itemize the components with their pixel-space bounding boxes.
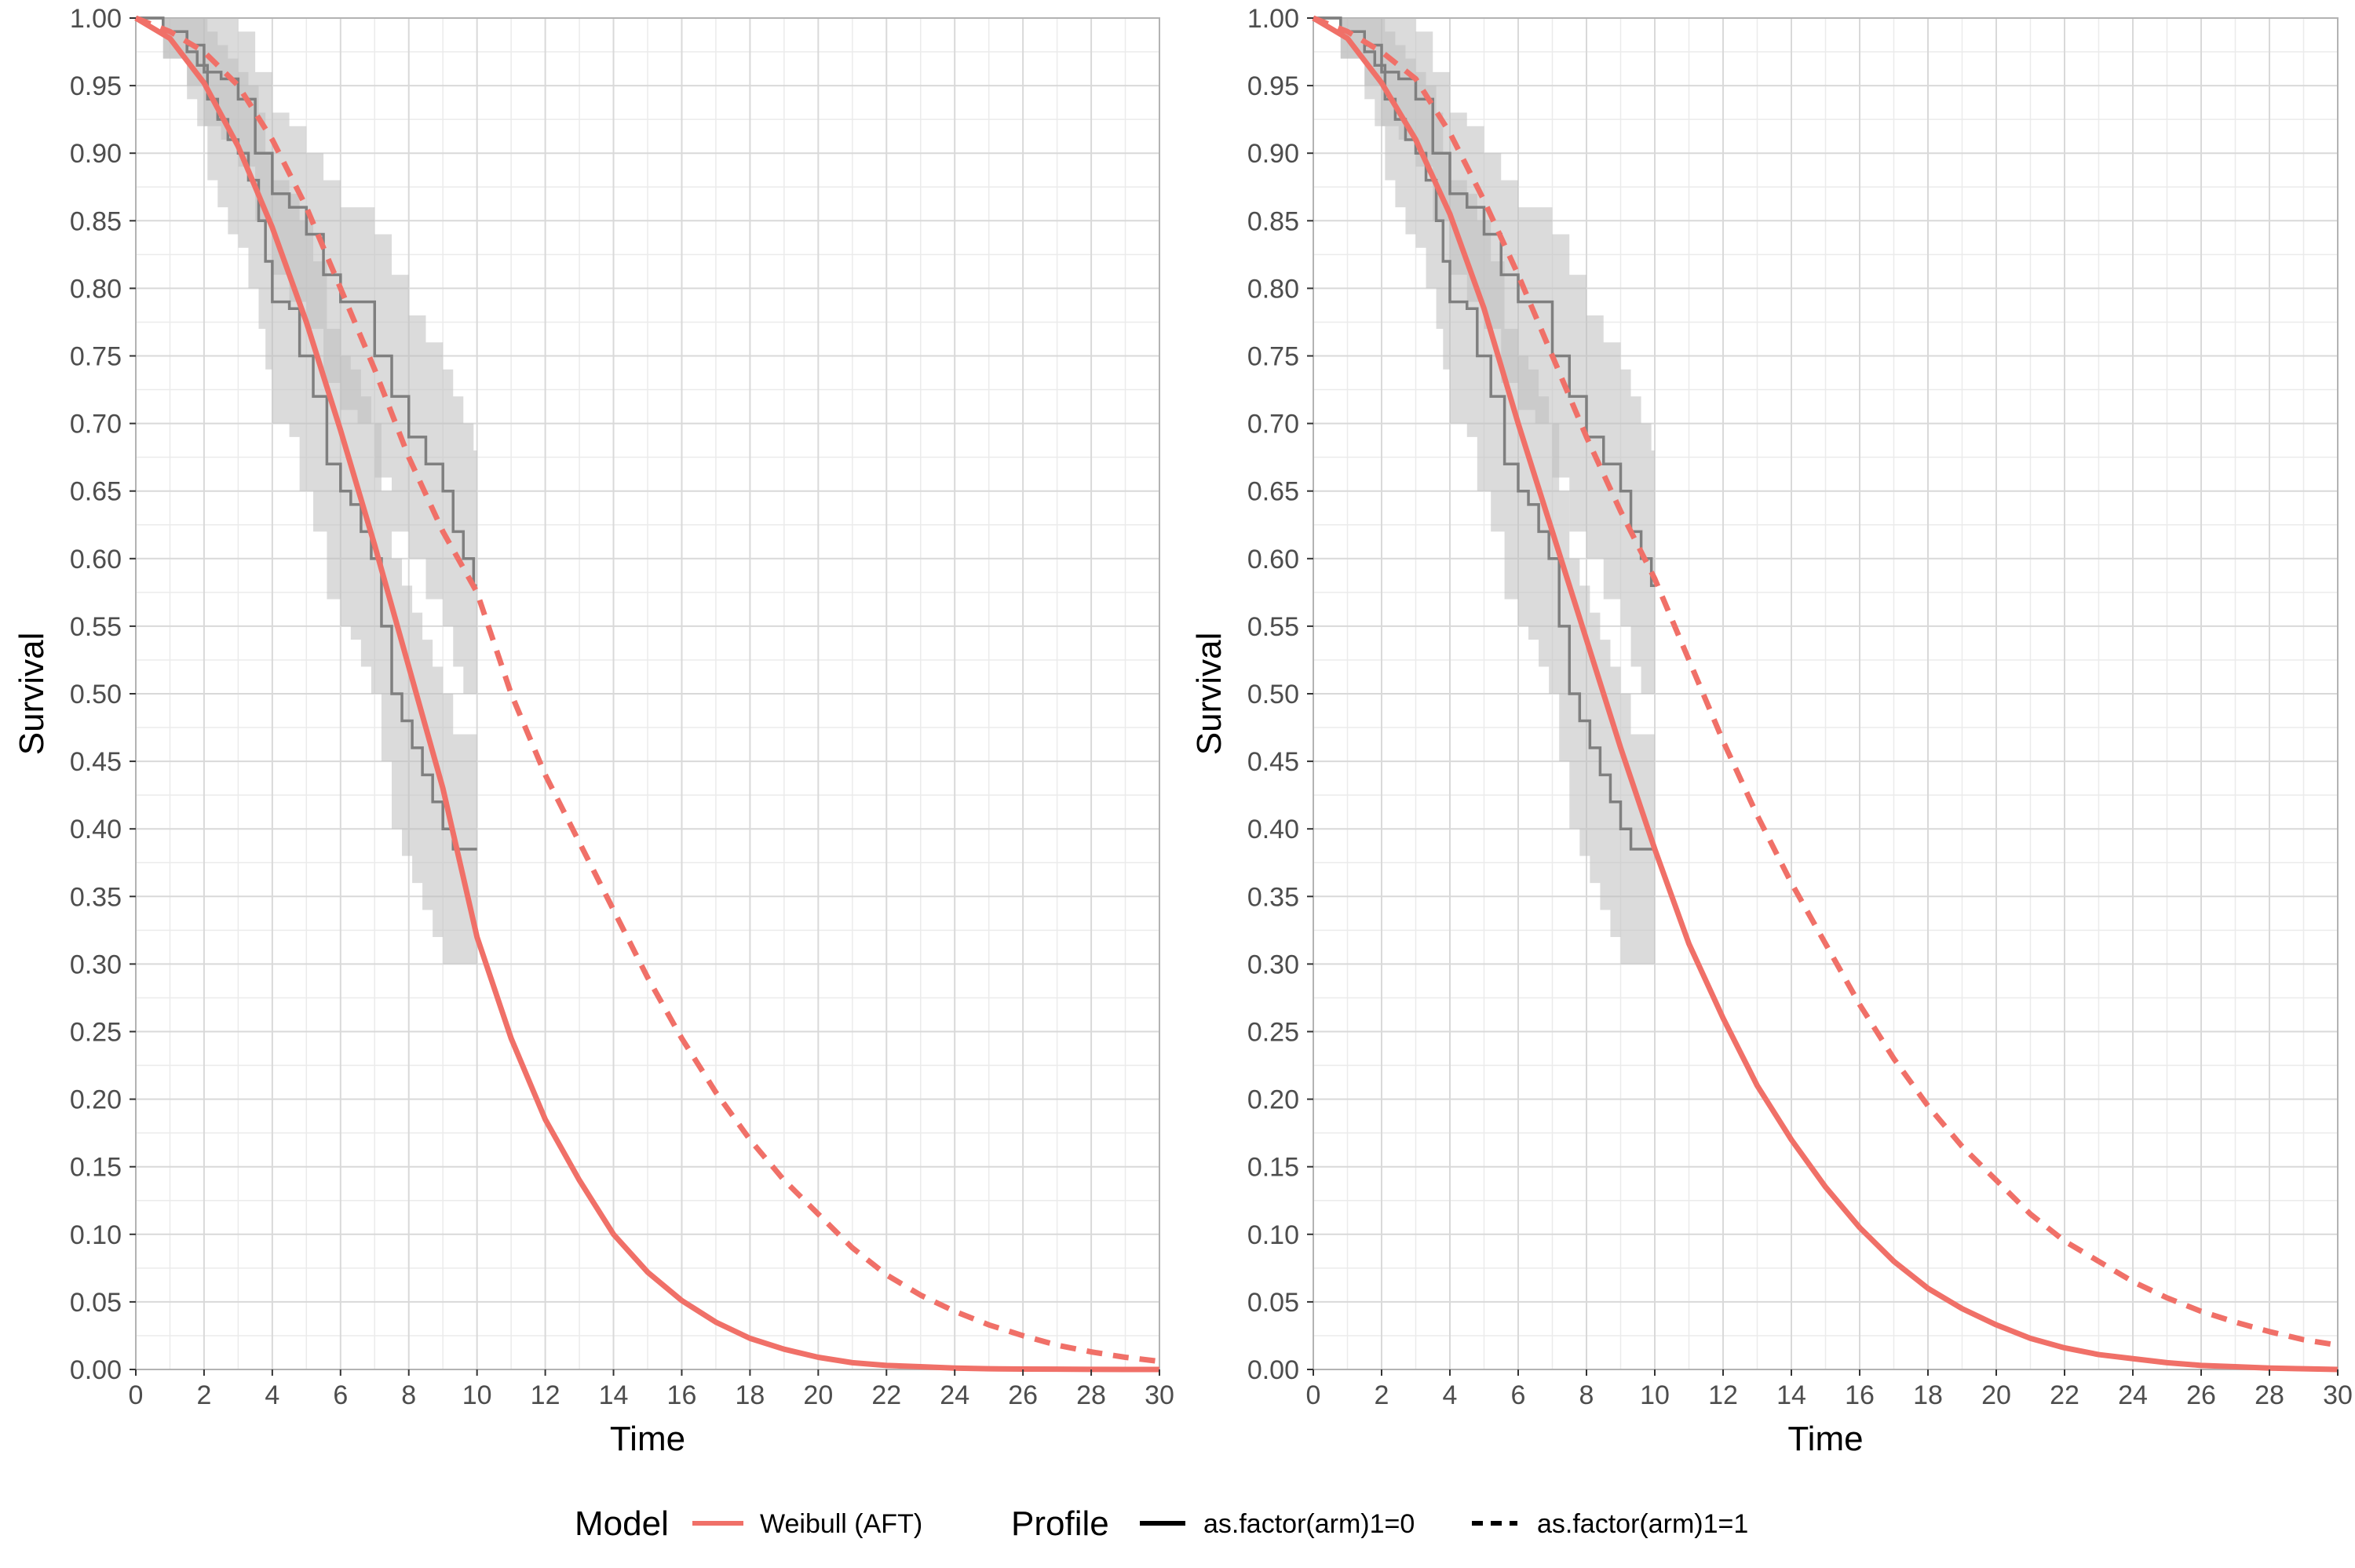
legend-model-title: Model xyxy=(575,1504,669,1543)
y-tick-label: 0.70 xyxy=(1247,410,1299,439)
y-tick-label: 0.65 xyxy=(70,477,122,507)
y-tick-label: 0.50 xyxy=(1247,680,1299,709)
x-tick-label: 18 xyxy=(735,1380,765,1410)
km-confidence-band-1 xyxy=(136,18,477,694)
panel-left: 0.00 0.05 0.10 0.15 0.20 0.25 0.30 0.35 0.40 0.45… xyxy=(13,4,1174,1458)
y-tick-label: 0.20 xyxy=(70,1085,122,1115)
km-confidence-band-0 xyxy=(136,18,477,965)
y-tick-label: 0.55 xyxy=(1247,612,1299,642)
x-tick-label: 16 xyxy=(1845,1380,1875,1410)
y-tick-label: 0.25 xyxy=(70,1018,122,1048)
legend: Model Weibull (AFT) Profile as.factor(ar… xyxy=(575,1504,1748,1543)
y-tick-label: 0.30 xyxy=(70,950,122,979)
y-tick-label: 0.40 xyxy=(1247,815,1299,844)
y-tick-label: 0.95 xyxy=(70,71,122,101)
x-tick-label: 8 xyxy=(401,1380,416,1410)
y-tick-label: 0.80 xyxy=(70,274,122,304)
x-tick-label: 12 xyxy=(1708,1380,1738,1410)
x-tick-label: 18 xyxy=(1913,1380,1943,1410)
km-curve-1 xyxy=(136,16,477,587)
y-tick-label: 0.10 xyxy=(70,1220,122,1250)
x-tick-label: 20 xyxy=(803,1380,833,1410)
y-tick-label: 0.85 xyxy=(1247,206,1299,236)
legend-model-label: Weibull (AFT) xyxy=(760,1509,922,1539)
y-tick-label: 0.20 xyxy=(1247,1085,1299,1115)
y-tick-label: 0.95 xyxy=(1247,71,1299,101)
y-tick-label: 0.15 xyxy=(70,1153,122,1183)
x-tick-label: 6 xyxy=(1511,1380,1526,1410)
x-tick-label: 16 xyxy=(667,1380,697,1410)
legend-profile-title: Profile xyxy=(1011,1504,1109,1543)
y-tick-label: 0.00 xyxy=(1247,1355,1299,1385)
y-tick-label: 0.35 xyxy=(1247,882,1299,912)
y-tick-label: 1.00 xyxy=(1247,4,1299,34)
x-tick-label: 28 xyxy=(2255,1380,2284,1410)
legend-profile-label-1: as.factor(arm)1=1 xyxy=(1537,1509,1748,1539)
model-curve-arm1-dashed xyxy=(134,15,1160,1365)
y-tick-label: 0.25 xyxy=(1247,1018,1299,1048)
x-tick-label: 10 xyxy=(462,1380,492,1410)
y-tick-label: 0.45 xyxy=(1247,747,1299,777)
y-tick-label: 0.65 xyxy=(1247,477,1299,507)
y-tick-label: 0.75 xyxy=(70,342,122,372)
x-tick-label: 8 xyxy=(1579,1380,1594,1410)
y-tick-label: 0.40 xyxy=(70,815,122,844)
x-axis-title: Time xyxy=(1787,1420,1863,1458)
x-tick-label: 10 xyxy=(1640,1380,1670,1410)
x-tick-label: 0 xyxy=(129,1380,144,1410)
y-tick-label: 0.90 xyxy=(1247,139,1299,169)
y-tick-label: 0.60 xyxy=(70,545,122,574)
km-confidence-band-0 xyxy=(1313,18,1655,965)
y-tick-label: 0.00 xyxy=(70,1355,122,1385)
model-curve-arm0-solid xyxy=(1312,15,2339,1373)
x-tick-label: 22 xyxy=(2050,1380,2079,1410)
y-tick-label: 0.80 xyxy=(1247,274,1299,304)
km-confidence-band-1 xyxy=(1313,18,1655,694)
x-tick-label: 22 xyxy=(871,1380,901,1410)
km-curve-0 xyxy=(1313,16,1655,851)
x-tick-label: 20 xyxy=(1981,1380,2011,1410)
x-tick-label: 26 xyxy=(1008,1380,1038,1410)
x-tick-label: 28 xyxy=(1076,1380,1106,1410)
x-tick-label: 26 xyxy=(2186,1380,2216,1410)
y-tick-label: 0.35 xyxy=(70,882,122,912)
x-tick-label: 6 xyxy=(333,1380,348,1410)
y-tick-label: 0.30 xyxy=(1247,950,1299,979)
y-tick-label: 0.50 xyxy=(70,680,122,709)
y-axis-title: Survival xyxy=(13,633,51,756)
model-curve-arm0-solid xyxy=(134,15,1159,1373)
x-tick-label: 14 xyxy=(1776,1380,1806,1410)
x-tick-label: 24 xyxy=(940,1380,969,1410)
x-tick-label: 4 xyxy=(1443,1380,1458,1410)
x-tick-label: 14 xyxy=(599,1380,629,1410)
x-axis-title: Time xyxy=(610,1420,685,1458)
x-tick-label: 24 xyxy=(2118,1380,2148,1410)
y-tick-label: 0.05 xyxy=(1247,1288,1299,1318)
y-tick-label: 1.00 xyxy=(70,4,122,34)
y-tick-label: 0.85 xyxy=(70,206,122,236)
panel-right: 0.00 0.05 0.10 0.15 0.20 0.25 0.30 0.35 0.40 0.45… xyxy=(1190,4,2353,1458)
model-curve-arm1-dashed xyxy=(1312,15,2339,1348)
y-axis-title: Survival xyxy=(1190,633,1229,756)
y-tick-label: 0.60 xyxy=(1247,545,1299,574)
x-tick-label: 2 xyxy=(196,1380,211,1410)
y-tick-label: 0.05 xyxy=(70,1288,122,1318)
y-tick-label: 0.75 xyxy=(1247,342,1299,372)
y-tick-label: 0.55 xyxy=(70,612,122,642)
y-tick-label: 0.10 xyxy=(1247,1220,1299,1250)
x-tick-label: 2 xyxy=(1375,1380,1389,1410)
km-curve-1 xyxy=(1313,16,1655,587)
x-tick-label: 0 xyxy=(1306,1380,1321,1410)
x-tick-label: 30 xyxy=(1145,1380,1174,1410)
x-tick-label: 12 xyxy=(531,1380,560,1410)
x-tick-label: 30 xyxy=(2323,1380,2353,1410)
y-tick-label: 0.90 xyxy=(70,139,122,169)
legend-profile-label-0: as.factor(arm)1=0 xyxy=(1203,1509,1415,1539)
y-tick-label: 0.15 xyxy=(1247,1153,1299,1183)
x-tick-label: 4 xyxy=(265,1380,279,1410)
y-tick-label: 0.45 xyxy=(70,747,122,777)
y-tick-label: 0.70 xyxy=(70,410,122,439)
